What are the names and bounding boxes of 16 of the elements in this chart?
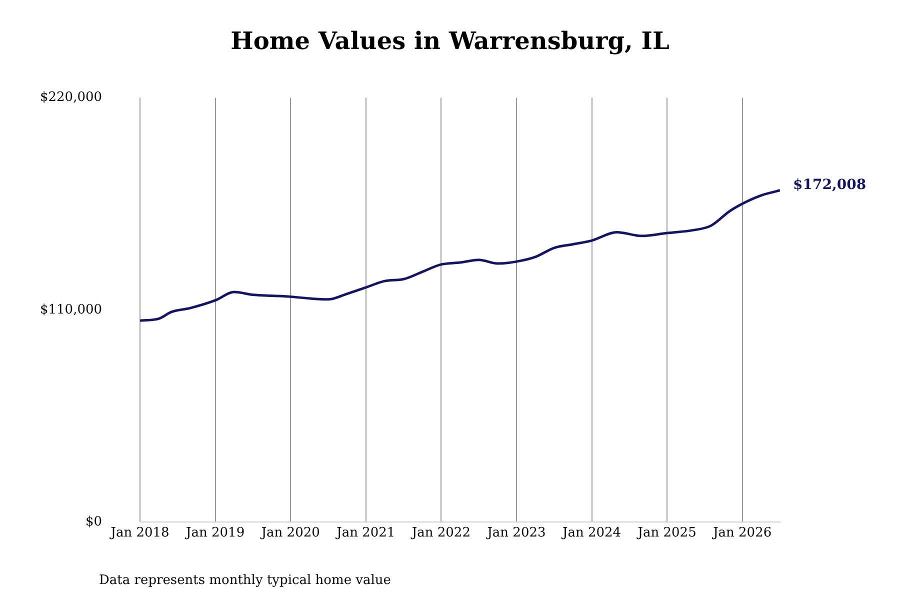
x-tick-label: Jan 2022 — [410, 525, 470, 540]
x-tick-label: Jan 2024 — [560, 525, 622, 540]
text: Data represents monthly typical home value — [99, 573, 391, 588]
y-tick-label: $110,000 — [40, 302, 102, 318]
x-tick-label: Jan 2018 — [108, 525, 170, 540]
y-tick-label: $220,000 — [40, 90, 102, 106]
y-tick-label: $0 — [85, 514, 102, 530]
x-tick-label: Jan 2020 — [259, 525, 320, 540]
line-series — [140, 189, 780, 322]
x-tick-label: Jan 2019 — [184, 525, 245, 540]
x-tick-label: Jan 2023 — [485, 525, 546, 540]
x-tick-label: Jan 2026 — [711, 525, 772, 540]
x-tick-label: Jan 2021 — [334, 525, 396, 540]
x-tick-label: Jan 2025 — [636, 525, 696, 540]
annotation: $172,008 — [793, 177, 866, 194]
chart-title: Home Values in Warrensburg, IL — [230, 26, 670, 55]
